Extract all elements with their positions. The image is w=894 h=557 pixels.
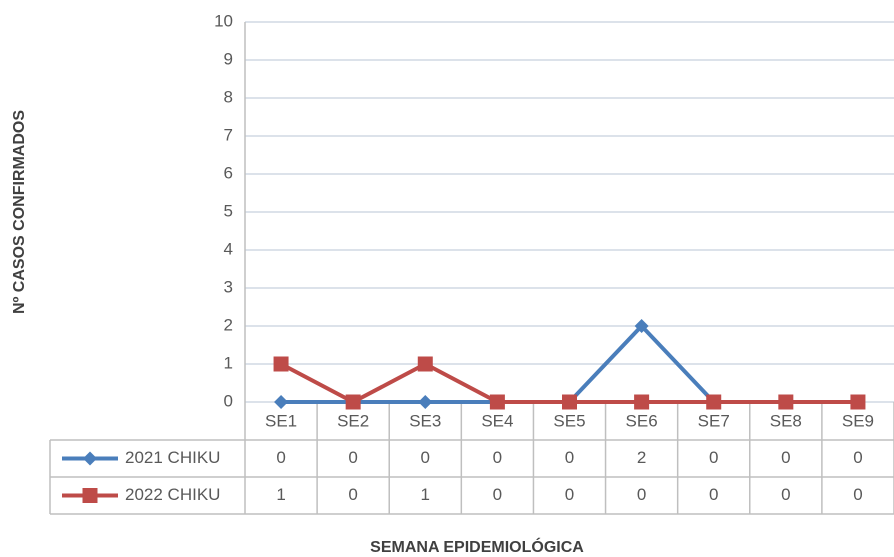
legend-label: 2021 CHIKU xyxy=(125,448,220,467)
marker xyxy=(706,394,722,410)
table-value: 0 xyxy=(565,448,574,467)
y-tick-label: 9 xyxy=(224,49,233,68)
x-tick-label: SE3 xyxy=(409,411,441,430)
marker xyxy=(345,394,361,410)
y-tick-label: 4 xyxy=(224,239,233,258)
x-axis-title: SEMANA EPIDEMIOLÓGICA xyxy=(370,537,584,556)
marker xyxy=(417,356,433,372)
table-value: 0 xyxy=(781,448,790,467)
y-tick-label: 0 xyxy=(224,391,233,410)
table-value: 0 xyxy=(781,485,790,504)
table-value: 2 xyxy=(637,448,646,467)
table-value: 0 xyxy=(348,448,357,467)
y-tick-label: 10 xyxy=(214,11,233,30)
table-value: 0 xyxy=(493,485,502,504)
x-tick-label: SE7 xyxy=(698,411,730,430)
table-value: 0 xyxy=(853,448,862,467)
x-tick-label: SE5 xyxy=(553,411,585,430)
table-value: 1 xyxy=(421,485,430,504)
y-tick-label: 1 xyxy=(224,353,233,372)
legend-label: 2022 CHIKU xyxy=(125,485,220,504)
table-value: 0 xyxy=(853,485,862,504)
marker xyxy=(274,395,289,409)
marker xyxy=(273,356,289,372)
table-value: 0 xyxy=(493,448,502,467)
x-tick-label: SE9 xyxy=(842,411,874,430)
table-value: 1 xyxy=(276,485,285,504)
marker xyxy=(489,394,505,410)
y-axis-title: Nº CASOS CONFIRMADOS xyxy=(11,110,28,314)
legend-marker xyxy=(83,451,97,466)
table-value: 0 xyxy=(565,485,574,504)
legend-marker xyxy=(82,488,98,503)
x-tick-label: SE2 xyxy=(337,411,369,430)
y-tick-label: 8 xyxy=(224,87,233,106)
marker xyxy=(778,394,794,410)
y-tick-label: 5 xyxy=(224,201,233,220)
marker xyxy=(850,394,866,410)
y-tick-label: 2 xyxy=(224,315,233,334)
table-value: 0 xyxy=(709,448,718,467)
x-tick-label: SE4 xyxy=(481,411,513,430)
table-value: 0 xyxy=(637,485,646,504)
x-tick-label: SE1 xyxy=(265,411,297,430)
x-tick-label: SE6 xyxy=(626,411,658,430)
marker xyxy=(634,319,649,333)
marker xyxy=(418,395,433,409)
table-value: 0 xyxy=(421,448,430,467)
y-tick-label: 3 xyxy=(224,277,233,296)
table-value: 0 xyxy=(348,485,357,504)
x-tick-label: SE8 xyxy=(770,411,802,430)
marker xyxy=(562,394,577,410)
y-tick-label: 6 xyxy=(224,163,233,182)
table-value: 0 xyxy=(709,485,718,504)
y-tick-label: 7 xyxy=(224,125,233,144)
marker xyxy=(634,394,650,410)
table-value: 0 xyxy=(276,448,285,467)
